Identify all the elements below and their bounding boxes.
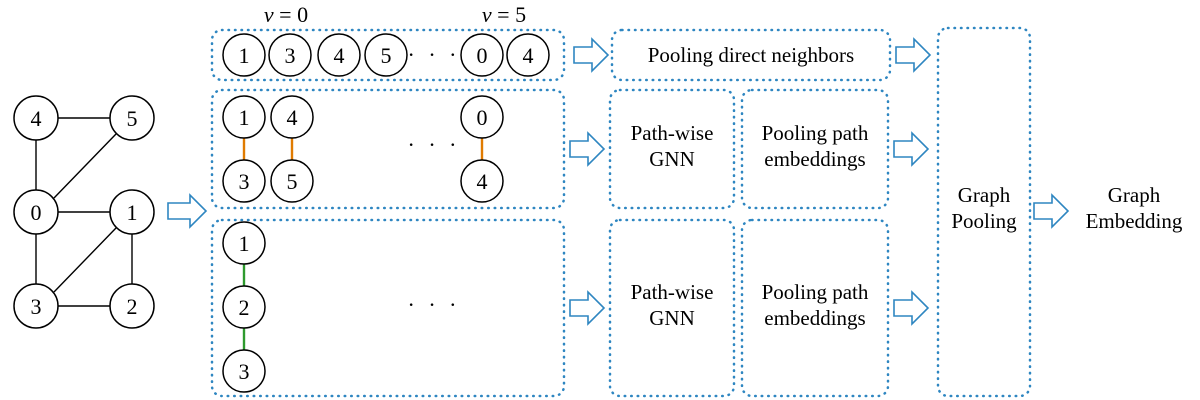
graph-edge-5-0 [53,133,117,199]
svg-text:4: 4 [31,106,42,131]
svg-text:1: 1 [239,105,250,130]
graph-pooling-label-line2: Pooling [951,209,1017,233]
svg-text:5: 5 [127,106,138,131]
pathwise-gnn-label-line1: Path-wise [631,280,714,304]
neighbor-sequence-block: v = 0 v = 5 1 3 4 5 · · · 0 4 [210,2,566,82]
svg-text:2: 2 [239,295,250,320]
arrow-length3-to-gnn-icon [569,290,606,326]
graph-embedding-label-line1: Graph [1108,183,1161,207]
svg-text:4: 4 [334,43,345,68]
path-node: 3 [222,159,266,203]
graph-node: 3 [13,283,59,329]
pooling-path-embeddings-box [740,88,890,210]
path-node: 3 [222,349,266,393]
arrow-neighbors-to-pooling-icon [573,37,610,73]
graph-node: 2 [109,283,155,329]
pooling-direct-neighbors-label: Pooling direct neighbors [648,43,854,67]
arrow-length2-to-gnn-icon [569,131,606,167]
svg-text:3: 3 [239,169,250,194]
neighbor-node: 0 [460,33,504,77]
svg-text:2: 2 [127,294,138,319]
svg-text:5: 5 [287,169,298,194]
svg-text:3: 3 [239,359,250,384]
svg-text:0: 0 [477,105,488,130]
path-node: 1 [222,95,266,139]
v-label-left: v = 0 [264,2,308,27]
path-node: 2 [222,285,266,329]
arrow-to-graph-pooling-icon [893,131,930,167]
svg-text:3: 3 [285,43,296,68]
length3-path-block: 1 2 3 · · · [210,218,566,398]
path-node: 1 [222,221,266,265]
pooling-path-label-line2: embeddings [764,147,865,171]
length2-path-box [210,88,566,210]
pooling-direct-neighbors-box [610,28,892,82]
pooling-path-label-line1: Pooling path [762,121,869,145]
pathwise-gnn-box [608,88,736,210]
graph-node: 5 [109,95,155,141]
neighbor-node: 4 [317,33,361,77]
svg-text:0: 0 [31,200,42,225]
pathwise-gnn-box [608,218,736,398]
svg-text:5: 5 [381,43,392,68]
svg-text:4: 4 [477,169,488,194]
svg-text:4: 4 [287,105,298,130]
ellipsis: · · · [408,42,461,67]
path-node: 4 [460,159,504,203]
arrow-to-graph-embedding-icon [1033,193,1070,229]
graph-embedding-label-line2: Embedding [1086,209,1183,233]
length2-path-block: 1 3 4 5 · · · 0 4 [210,88,566,210]
path-node: 0 [460,95,504,139]
graph-edge-1-3 [53,227,117,293]
svg-text:4: 4 [523,43,534,68]
svg-text:1: 1 [127,200,138,225]
svg-text:1: 1 [239,43,250,68]
svg-text:0: 0 [477,43,488,68]
graph-node: 0 [13,189,59,235]
graph-pooling-box [936,26,1032,398]
pooling-path-embeddings-box [740,218,890,398]
graph-node: 4 [13,95,59,141]
neighbor-sequence-box [210,28,566,82]
graph-pooling-label-line1: Graph [958,183,1011,207]
pooling-path-label-line2: embeddings [764,306,865,330]
pooling-path-label-line1: Pooling path [762,280,869,304]
neighbor-node: 5 [364,33,408,77]
svg-text:3: 3 [31,294,42,319]
pathwise-gnn-label-line1: Path-wise [631,121,714,145]
ellipsis: · · · [408,292,461,317]
pathwise-gnn-label-line2: GNN [649,147,695,171]
arrow-to-graph-pooling-icon [895,37,932,73]
neighbor-node: 3 [268,33,312,77]
arrow-to-graph-pooling-icon [893,290,930,326]
path-node: 4 [270,95,314,139]
path-node: 5 [270,159,314,203]
neighbor-node: 4 [506,33,550,77]
svg-text:1: 1 [239,231,250,256]
graph-node: 1 [109,189,155,235]
input-graph: 4 5 0 1 3 2 [13,95,155,329]
arrow-graph-to-paths-icon [167,193,208,229]
ellipsis: · · · [408,132,461,157]
v-label-right: v = 5 [482,2,526,27]
pathwise-gnn-label-line2: GNN [649,306,695,330]
neighbor-node: 1 [222,33,266,77]
